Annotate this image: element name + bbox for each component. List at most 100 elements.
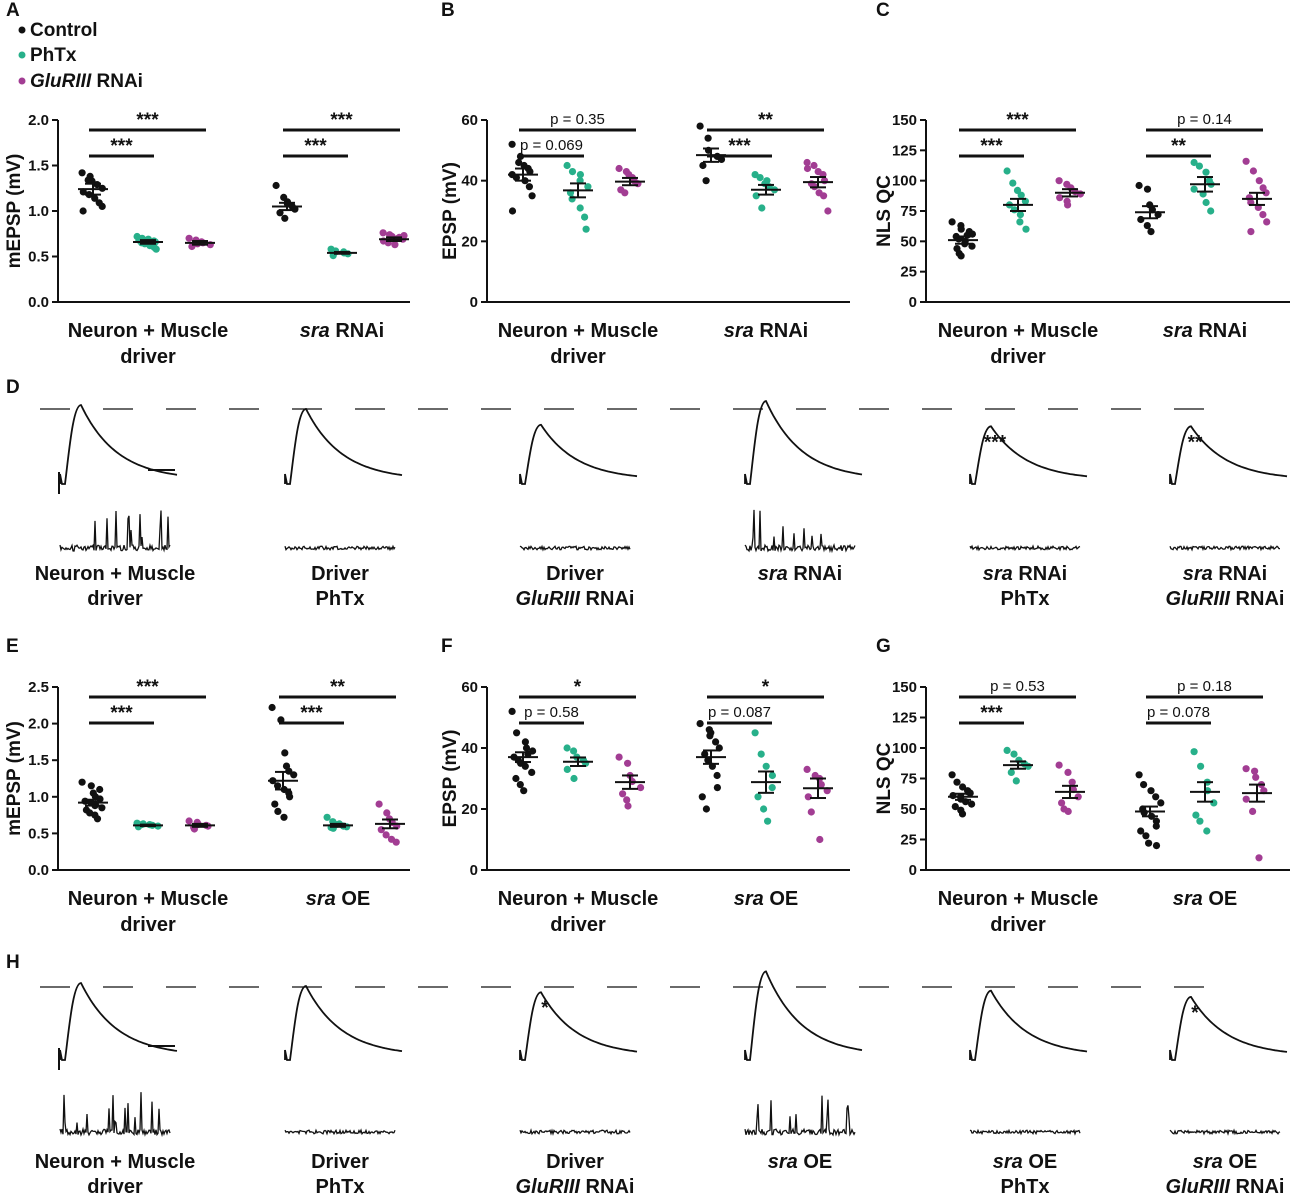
panel-a-point-control [281,214,289,222]
panel-f-point-control [521,738,530,746]
panel-f-group-1-label-text: OE [764,888,798,910]
panel-f-point-control [512,774,520,783]
panel-d-genotype-label-italic: sra [983,563,1013,585]
panel-h-genotype-label-italic: sra [1193,1151,1223,1173]
panel-f-point-phtx [570,774,578,783]
panel-g-ytick-label: 125 [892,710,917,727]
panel-h-mini-trace [744,1095,856,1137]
panel-g-point-control [1152,842,1161,850]
panel-e-point-control [93,815,102,823]
panel-g-point-phtx [1210,799,1218,807]
panel-h-genotype-label-italic: sra [768,1151,798,1173]
panel-d-genotype-label-italic: sra [758,563,788,585]
panel-e-point-gluriii [375,800,383,808]
panel-h-genotype-label: Neuron + Muscle [35,1151,196,1173]
panel-c-ytick-label: 125 [892,142,917,159]
panel-d-condition-label-text: RNAi [580,588,634,610]
panel-d-mini-trace [744,509,856,554]
panel-b-point-phtx [756,174,764,182]
panel-b-letter: B [441,0,455,21]
panel-g-point-gluriii [1064,807,1072,816]
panel-f-point-phtx [754,793,762,801]
panel-e-point-phtx [323,813,331,821]
legend-dot-gluriii [18,77,26,85]
panel-b-point-phtx [576,204,584,212]
panel-c-comparison-label: ** [1171,136,1186,157]
panel-f-point-gluriii [623,796,631,804]
panel-c-point-phtx [1010,206,1019,214]
panel-c-point-control [957,225,965,233]
panel-d-condition-label: GluRIII RNAi [516,588,635,610]
panel-c-point-phtx [1017,191,1025,199]
panel-b-point-phtx [582,225,590,233]
legend-dot-control [18,26,26,34]
panel-a-ylabel: mEPSP (mV) [4,154,25,269]
panel-b-point-control [508,207,517,215]
panel-e-point-control [271,800,279,808]
panel-b-point-phtx [576,171,585,179]
panel-h-mini-trace [284,1128,396,1136]
legend-label-gluriii: GluRIII RNAi [30,71,143,92]
panel-d-genotype-label-text: Driver [546,563,604,585]
panel-c-point-control [1137,215,1145,224]
panel-b-point-control [704,134,712,142]
panel-h-mini-trace [519,1128,631,1136]
panel-g-group-0-label-text: Neuron + Muscle [938,888,1099,910]
panel-a-group-1-label-text: RNAi [330,320,384,342]
panel-f-group-1-label-italic: sra [734,888,764,910]
panel-e-ytick-label: 0.0 [28,862,49,879]
panel-h-epsp-trace [1169,995,1288,1061]
panel-d-genotype-label-text: RNAi [1213,563,1267,585]
panel-f-point-phtx [768,784,776,792]
panel-g-point-phtx [1203,827,1211,835]
panel-e-ytick-label: 1.5 [28,752,49,769]
panel-d-condition-label: PhTx [316,588,365,610]
panel-f-point-gluriii [615,753,623,761]
panel-g-point-control [1147,787,1155,795]
panel-f-point-control [513,729,521,737]
panel-h-genotype-label-text: Driver [311,1151,369,1173]
panel-g-point-gluriii [1252,773,1260,781]
panel-d-genotype-label: sra RNAi [983,563,1067,585]
panel-h-condition-label-text: driver [87,1176,143,1198]
panel-a-point-gluriii [185,234,193,242]
panel-g-point-control [951,803,959,811]
panel-c-point-phtx [1016,218,1024,226]
panel-a-letter: A [6,0,20,21]
panel-b-point-gluriii [820,192,828,200]
panel-d-condition-label: PhTx [1001,588,1050,610]
panel-f-comparison-label: * [762,677,770,698]
panel-h-significance-label: * [1191,1003,1199,1024]
panel-b-point-control [696,122,704,130]
panel-f-group-0-label-text: Neuron + Muscle [498,888,659,910]
panel-g-comparison-label: *** [980,703,1003,724]
panel-c-point-phtx [1202,198,1210,207]
panel-g-letter: G [876,636,891,657]
panel-c-point-phtx [1022,225,1030,233]
panel-c-point-control [1147,228,1155,236]
panel-a-point-gluriii [379,229,387,237]
panel-h-epsp-trace [744,970,863,1061]
panel-f-point-phtx [760,805,768,813]
panel-d-mini-trace [969,544,1081,552]
panel-d-epsp-trace [284,408,403,485]
panel-a-point-control [272,181,280,190]
panel-f-point-phtx [762,762,770,770]
panel-c-point-gluriii [1263,218,1271,226]
panel-f-point-control [712,738,720,746]
panel-h-condition-label-text: RNAi [580,1176,634,1198]
panel-g-group-0-label: Neuron + Muscle [938,888,1099,910]
panel-f-ylabel: EPSP (mV) [440,730,461,828]
panel-b-comparison-label: p = 0.35 [550,111,605,128]
panel-f-ytick-label: 60 [461,679,478,696]
panel-a-group-0-label2: driver [120,346,176,368]
panel-c-point-gluriii [1055,177,1063,185]
panel-f-ytick-label: 0 [470,862,478,879]
panel-d-epsp-trace [969,425,1088,485]
panel-h-condition-label: GluRIII RNAi [1166,1176,1285,1198]
panel-e-group-0-label2: driver [120,914,176,936]
panel-c-point-control [1143,185,1152,193]
panel-d-significance-label: *** [984,432,1007,453]
panel-a-ytick-label: 0.5 [28,249,49,266]
panel-b-ylabel: EPSP (mV) [440,162,461,260]
